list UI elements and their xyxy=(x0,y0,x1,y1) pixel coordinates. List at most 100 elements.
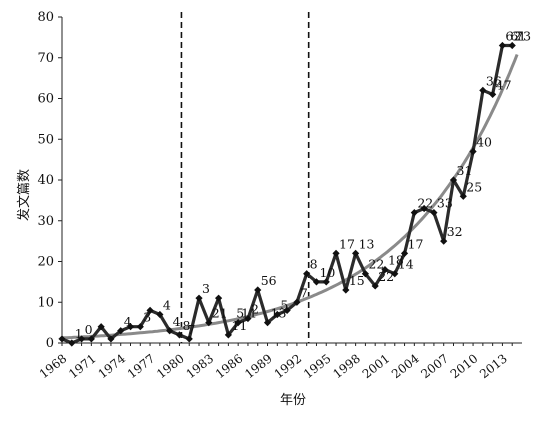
y-tick-label: 70 xyxy=(37,51,54,66)
data-point xyxy=(283,306,291,314)
data-point xyxy=(293,298,301,306)
data-label: 13 xyxy=(359,236,375,251)
data-point xyxy=(263,319,272,327)
data-point xyxy=(166,327,174,335)
data-label: 3 xyxy=(202,281,210,296)
data-point xyxy=(342,286,350,294)
data-label: 4 xyxy=(173,314,181,329)
data-label: 10 xyxy=(319,265,335,280)
data-label: 8 xyxy=(182,318,190,333)
data-label: 14 xyxy=(398,257,414,272)
data-label: 15 xyxy=(349,273,365,288)
y-tick-label: 30 xyxy=(37,214,54,229)
data-point xyxy=(175,331,184,339)
data-label: 7 xyxy=(187,322,195,337)
data-point xyxy=(400,249,409,257)
data-label: 31 xyxy=(456,163,472,178)
data-point xyxy=(469,147,477,156)
x-tick-label: 2004 xyxy=(389,351,422,381)
data-label: 0 xyxy=(85,322,93,337)
data-point xyxy=(107,335,115,343)
data-point xyxy=(254,286,262,294)
x-tick-label: 1980 xyxy=(154,351,187,381)
data-point xyxy=(322,278,330,286)
data-label: 32 xyxy=(447,224,463,239)
data-label: 33 xyxy=(437,196,453,211)
data-label: 4 xyxy=(124,314,132,329)
data-point xyxy=(185,335,193,343)
x-tick-label: 1986 xyxy=(213,351,246,381)
x-tick-label: 1974 xyxy=(95,351,128,381)
data-point xyxy=(449,176,458,184)
x-tick-label: 2001 xyxy=(360,351,393,381)
data-label: 5 xyxy=(236,306,244,321)
data-point xyxy=(352,249,360,257)
x-tick-label: 1983 xyxy=(184,351,217,381)
data-point xyxy=(430,209,438,217)
data-labels: 1 04 344 8732111511256135781017151322221814… xyxy=(75,29,531,341)
data-point xyxy=(214,294,223,302)
data-point xyxy=(195,294,203,302)
data-label: 3 xyxy=(143,310,151,325)
y-axis-title: 发文篇数 xyxy=(16,169,32,221)
x-tick-label: 1968 xyxy=(37,351,70,381)
data-point xyxy=(489,90,497,99)
data-point xyxy=(87,335,95,343)
data-label: 13 xyxy=(271,306,287,321)
data-label: 62 xyxy=(505,29,521,44)
data-point xyxy=(371,282,379,290)
data-label: 8 xyxy=(310,257,318,272)
data-label: 17 xyxy=(339,236,355,251)
data-label: 1 xyxy=(75,326,83,341)
data-point xyxy=(205,319,213,327)
data-label: 22 xyxy=(368,257,384,272)
data-label: 22 xyxy=(417,196,433,211)
x-tick-label: 1977 xyxy=(125,351,158,381)
data-point xyxy=(508,41,516,50)
data-point xyxy=(420,204,428,213)
y-tick-label: 50 xyxy=(37,132,54,147)
data-point xyxy=(156,310,164,319)
y-tick-label: 60 xyxy=(37,92,54,107)
data-label: 5 xyxy=(280,297,288,312)
data-label: 7 xyxy=(300,285,308,300)
data-point xyxy=(381,266,389,274)
y-tick-label: 40 xyxy=(37,173,54,188)
data-point xyxy=(136,323,144,331)
data-label: 11 xyxy=(241,306,257,321)
data-point xyxy=(146,306,154,314)
data-point xyxy=(234,319,242,327)
data-point xyxy=(479,86,487,94)
x-tick-label: 2010 xyxy=(448,351,481,381)
x-tick-label: 1971 xyxy=(66,351,99,381)
data-label: 36 xyxy=(486,73,502,88)
series-layer xyxy=(58,41,516,347)
x-tick-label: 1989 xyxy=(242,351,275,381)
data-point xyxy=(126,323,135,331)
data-label: 21 xyxy=(212,306,228,321)
y-tick-label: 80 xyxy=(37,10,54,25)
x-tick-label: 1995 xyxy=(301,351,334,381)
data-label: 56 xyxy=(261,273,277,288)
x-tick-label: 2007 xyxy=(418,351,451,381)
y-tick-label: 0 xyxy=(46,336,54,351)
data-label: 18 xyxy=(388,253,404,268)
data-label: 11 xyxy=(231,318,247,333)
data-label: 17 xyxy=(408,236,424,251)
x-axis-title: 年份 xyxy=(280,393,306,408)
data-point xyxy=(410,209,418,217)
data-label: 47 xyxy=(496,77,512,92)
vertical-markers xyxy=(180,12,310,343)
data-label: 73 xyxy=(515,29,531,44)
data-point xyxy=(391,270,399,278)
exponential-trendline xyxy=(61,53,519,340)
data-point xyxy=(361,270,370,278)
data-point xyxy=(224,331,232,339)
x-tick-label: 1992 xyxy=(272,351,305,381)
data-point xyxy=(332,249,340,257)
data-label: 4 xyxy=(163,297,171,312)
data-point xyxy=(303,270,311,278)
data-point xyxy=(312,278,321,286)
data-label: 25 xyxy=(466,179,482,194)
